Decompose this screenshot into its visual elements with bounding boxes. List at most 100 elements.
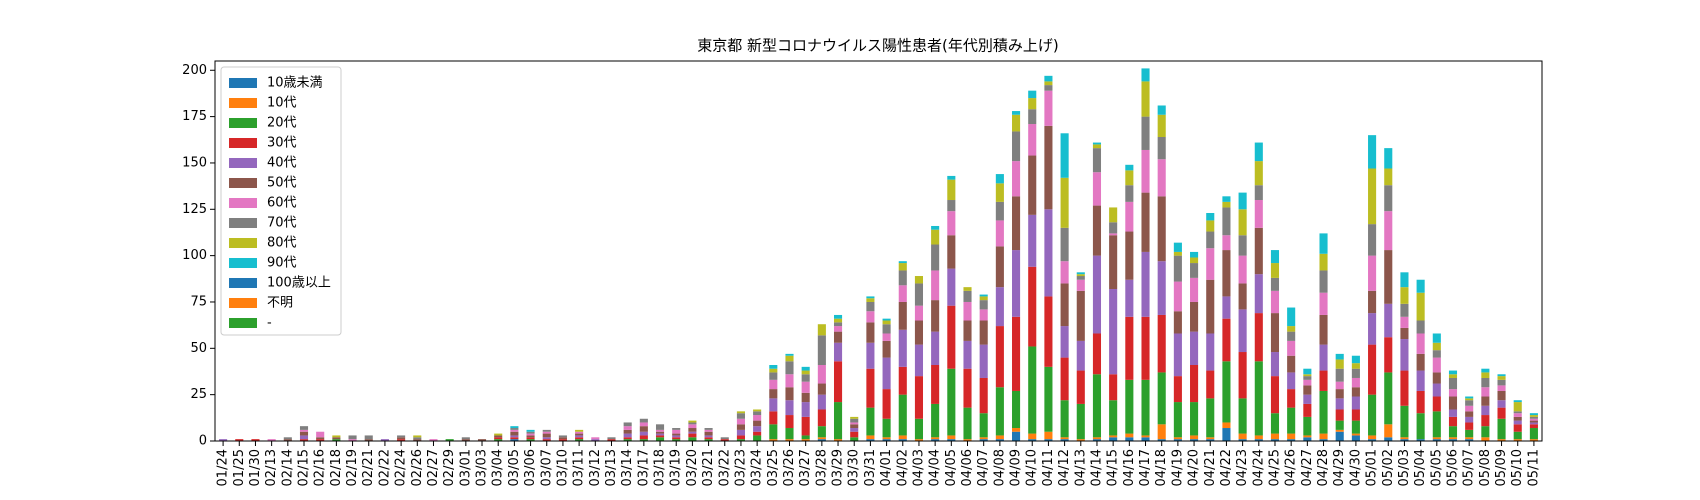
x-tick-label: 05/01 bbox=[1365, 449, 1380, 486]
bar-segment bbox=[720, 437, 729, 440]
bar-segment bbox=[995, 183, 1004, 202]
bar-segment bbox=[817, 426, 826, 438]
bar-segment bbox=[316, 431, 325, 438]
bar-segment bbox=[1513, 420, 1522, 425]
x-tick-label: 04/03 bbox=[911, 449, 926, 486]
bar-segment bbox=[510, 435, 519, 438]
bar-segment bbox=[1157, 159, 1166, 197]
bar-segment bbox=[979, 344, 988, 378]
bar-segment bbox=[364, 439, 373, 441]
bar-segment bbox=[785, 374, 794, 388]
bar-segment bbox=[1254, 161, 1263, 186]
x-tick-label: 03/12 bbox=[588, 449, 603, 486]
x-tick-label: 04/21 bbox=[1203, 449, 1218, 486]
bar-segment bbox=[1238, 255, 1247, 284]
bar-segment bbox=[817, 394, 826, 410]
bar-segment bbox=[995, 201, 1004, 221]
bar-segment bbox=[1513, 413, 1522, 417]
bar-segment bbox=[1206, 439, 1215, 441]
bar-segment bbox=[1076, 274, 1085, 277]
bar-segment bbox=[1157, 424, 1166, 440]
y-tick-label: 125 bbox=[182, 202, 207, 217]
bar-segment bbox=[1335, 429, 1344, 432]
x-tick-label: 02/19 bbox=[345, 449, 360, 486]
x-tick-label: 03/06 bbox=[523, 449, 538, 486]
bar-segment bbox=[655, 437, 665, 441]
bar-segment bbox=[1157, 114, 1166, 137]
bar-segment bbox=[931, 229, 940, 245]
bar-segment bbox=[882, 320, 891, 325]
bar-segment bbox=[1190, 402, 1199, 436]
bar-segment bbox=[850, 431, 859, 438]
bar-segment bbox=[1060, 439, 1069, 441]
bar-segment bbox=[1529, 420, 1538, 423]
x-tick-label: 02/27 bbox=[426, 449, 441, 486]
bar-segment bbox=[1173, 242, 1182, 252]
bar-segment bbox=[672, 439, 681, 441]
bar-segment bbox=[623, 437, 632, 440]
bar-segment bbox=[1238, 352, 1247, 399]
bar-segment bbox=[1173, 439, 1182, 441]
y-tick-label: 0 bbox=[199, 434, 207, 449]
bar-segment bbox=[979, 300, 988, 310]
bar-segment bbox=[1173, 376, 1182, 403]
bar-segment bbox=[1028, 266, 1037, 347]
bar-segment bbox=[963, 407, 972, 440]
bar-segment bbox=[801, 366, 810, 371]
bar-segment bbox=[1222, 250, 1231, 297]
bar-segment bbox=[1432, 396, 1441, 412]
legend-swatch bbox=[229, 258, 257, 268]
bar-segment bbox=[1044, 75, 1053, 82]
x-tick-label: 04/08 bbox=[992, 449, 1007, 486]
bar-segment bbox=[510, 426, 519, 429]
bar-segment bbox=[1287, 389, 1296, 408]
bar-segment bbox=[785, 428, 794, 440]
bar-segment bbox=[979, 309, 988, 321]
bar-segment bbox=[1254, 227, 1263, 275]
bar-segment bbox=[1368, 313, 1377, 345]
bar-segment bbox=[1173, 251, 1182, 256]
bar-segment bbox=[1012, 431, 1021, 441]
bar-segment bbox=[1513, 424, 1522, 432]
bar-segment bbox=[817, 437, 826, 440]
bar-segment bbox=[801, 381, 810, 393]
bar-segment bbox=[833, 331, 843, 343]
bar-segment bbox=[1222, 235, 1231, 251]
bar-segment bbox=[1432, 383, 1441, 397]
bar-segment bbox=[801, 370, 810, 375]
bar-segment bbox=[1465, 429, 1474, 438]
bar-segment bbox=[769, 411, 778, 425]
bar-segment bbox=[1368, 344, 1377, 395]
bar-segment bbox=[1270, 433, 1280, 440]
bar-segment bbox=[769, 365, 778, 369]
bar-segment bbox=[1012, 131, 1021, 162]
bar-segment bbox=[1238, 235, 1247, 256]
bar-segment bbox=[1222, 207, 1231, 236]
bar-segment bbox=[1319, 439, 1328, 441]
bar-segment bbox=[1206, 370, 1215, 399]
x-tick-label: 05/09 bbox=[1494, 449, 1509, 486]
bar-segment bbox=[1060, 437, 1069, 440]
bar-segment bbox=[1319, 233, 1328, 254]
bar-segment bbox=[672, 433, 681, 436]
bar-segment bbox=[1497, 407, 1506, 419]
bar-segment bbox=[1076, 290, 1085, 341]
bar-segment bbox=[995, 435, 1004, 440]
bar-segment bbox=[1238, 433, 1247, 440]
bar-segment bbox=[1416, 439, 1425, 441]
bar-segment bbox=[526, 431, 535, 434]
bar-segment bbox=[1432, 439, 1441, 441]
bar-segment bbox=[1416, 320, 1425, 334]
bar-segment bbox=[1028, 109, 1037, 125]
bar-segment bbox=[672, 429, 681, 434]
bar-segment bbox=[866, 368, 875, 408]
bar-segment bbox=[1254, 435, 1263, 440]
bar-segment bbox=[1384, 185, 1393, 212]
x-tick-label: 04/16 bbox=[1122, 449, 1137, 486]
bar-segment bbox=[1012, 111, 1021, 115]
bar-segment bbox=[1109, 235, 1118, 289]
bar-segment bbox=[1384, 372, 1393, 425]
bar-segment bbox=[364, 435, 373, 440]
bar-segment bbox=[1497, 376, 1506, 380]
bar-segment bbox=[1400, 287, 1409, 304]
